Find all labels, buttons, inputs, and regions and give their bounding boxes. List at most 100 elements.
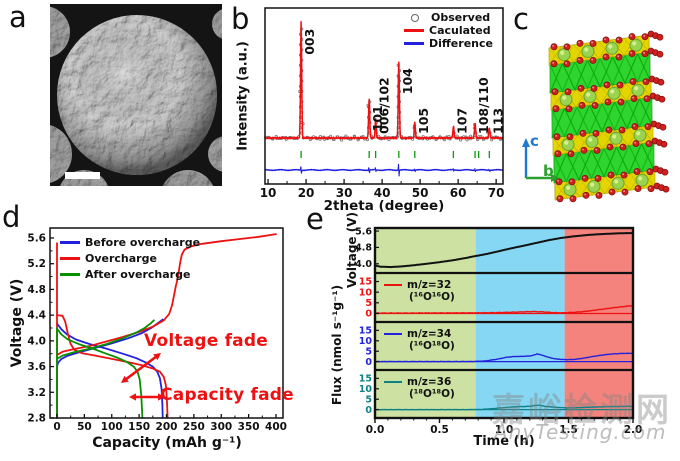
svg-text:0: 0 [365, 309, 372, 320]
mz34-isotope-label: (¹⁶O¹⁸O) [409, 340, 455, 352]
xrd-xlabel: 2theta (degree) [323, 198, 445, 214]
vc-legend-after: After overcharge [60, 268, 200, 281]
mz34-line-marker [384, 332, 402, 336]
sem-main-particle [57, 15, 217, 175]
panel-a-label: a [9, 0, 27, 34]
svg-text:3.2: 3.2 [27, 387, 46, 399]
mz36-legend-label: m/z=36 [407, 376, 452, 388]
svg-text:5: 5 [365, 298, 372, 309]
vc-legend-overcharge: Overcharge [60, 252, 200, 265]
svg-text:50: 50 [412, 186, 429, 200]
svg-text:4.0: 4.0 [355, 259, 372, 270]
xrd-ylabel: Intensity (a.u.) [235, 41, 251, 151]
svg-text:4.8: 4.8 [27, 284, 46, 296]
svg-text:10: 10 [359, 287, 373, 298]
svg-text:150: 150 [128, 421, 150, 433]
dems-flux-ylabel: Flux (nmol s⁻¹g⁻¹) [330, 284, 344, 406]
svg-text:10: 10 [359, 384, 373, 395]
xrd-legend-observed: Observed [404, 11, 493, 24]
svg-text:0.0: 0.0 [366, 424, 385, 436]
svg-text:20: 20 [298, 186, 315, 200]
svg-text:5.6: 5.6 [355, 226, 372, 237]
vc-legend-before-label: Before overcharge [85, 236, 201, 249]
observed-circle-marker [411, 13, 419, 22]
dems-plot: 0.0 0.5 1.0 1.5 2.04.04.85.60510150510150510… [355, 226, 642, 436]
mz36-line-marker [384, 380, 402, 384]
svg-text:113: 113 [490, 108, 505, 134]
dems-voltage-ylabel: Voltage (V) [345, 212, 359, 288]
capacity-fade-annotation: Capacity fade [160, 385, 294, 405]
svg-text:101: 101 [370, 105, 385, 131]
mz36-legend: m/z=36 (¹⁸O¹⁸O) [384, 376, 455, 400]
svg-text:200: 200 [156, 421, 178, 433]
crystal-axes [522, 138, 560, 182]
mz32-legend: m/z=32 (¹⁶O¹⁶O) [384, 279, 455, 303]
overcharge-line-marker [60, 257, 80, 260]
svg-text:30: 30 [336, 186, 353, 200]
svg-text:2.8: 2.8 [27, 413, 46, 425]
mz32-line-marker [384, 283, 402, 287]
mz36-isotope-label: (¹⁸O¹⁸O) [409, 388, 455, 400]
vc-legend-overcharge-label: Overcharge [85, 252, 157, 265]
svg-text:0: 0 [365, 405, 372, 416]
c-axis-label: c [530, 132, 539, 150]
watermark-cjk: 嘉峪检测网 [492, 390, 672, 429]
c-axis-arrowhead [522, 138, 530, 147]
svg-text:4.0: 4.0 [27, 335, 46, 347]
svg-text:350: 350 [238, 421, 260, 433]
vc-xlabel: Capacity (mAh g⁻¹) [92, 435, 242, 451]
svg-text:107: 107 [454, 108, 469, 134]
svg-text:006/102: 006/102 [377, 77, 392, 134]
b-axis-arrowhead [551, 174, 560, 182]
mz34-legend-label: m/z=34 [407, 328, 452, 340]
xrd-legend-difference-label: Difference [429, 37, 493, 50]
svg-text:003: 003 [302, 29, 317, 55]
svg-text:40: 40 [374, 186, 391, 200]
scale-bar [65, 172, 100, 179]
svg-text:0: 0 [53, 421, 60, 433]
panel-e-label: e [306, 202, 324, 236]
vc-plot: 0 50 100 150 200 250 300 350 400 2.8 3.2 3.6 4.0 4.4 4… [27, 227, 287, 433]
svg-text:15: 15 [359, 277, 372, 288]
difference-line-marker [404, 42, 424, 45]
xrd-legend-calculated-label: Caculated [429, 24, 491, 37]
vc-ylabel: Voltage (V) [9, 278, 25, 368]
svg-text:0: 0 [365, 357, 372, 368]
vc-legend: Before overcharge Overcharge After overc… [60, 236, 200, 281]
xrd-legend-observed-label: Observed [431, 11, 491, 24]
svg-text:10: 10 [359, 336, 373, 347]
mz32-legend-label: m/z=32 [407, 279, 452, 291]
svg-text:105: 105 [416, 108, 431, 134]
b-axis-label: b [543, 162, 554, 180]
svg-text:5.2: 5.2 [27, 258, 46, 270]
svg-text:1.0: 1.0 [495, 424, 514, 436]
watermark-url: AnyTesting.com [494, 420, 667, 444]
svg-text:4.8: 4.8 [355, 243, 372, 254]
xrd-legend: Observed Caculated Difference [404, 11, 493, 50]
svg-text:400: 400 [265, 421, 287, 433]
vc-legend-before: Before overcharge [60, 236, 200, 249]
dems-xlabel: Time (h) [473, 434, 535, 449]
voltage-fade-annotation: Voltage fade [144, 331, 268, 351]
svg-text:5: 5 [365, 394, 372, 405]
calculated-line-marker [404, 29, 424, 32]
svg-text:4.4: 4.4 [27, 310, 46, 322]
svg-text:108/110: 108/110 [476, 77, 491, 134]
svg-text:70: 70 [488, 186, 505, 200]
svg-text:60: 60 [450, 186, 467, 200]
vc-legend-after-label: After overcharge [85, 268, 191, 281]
svg-text:1.5: 1.5 [559, 424, 578, 436]
svg-text:0.5: 0.5 [430, 424, 449, 436]
mz34-legend: m/z=34 (¹⁶O¹⁸O) [384, 328, 455, 352]
svg-text:104: 104 [400, 68, 415, 94]
panel-c-label: c [513, 2, 529, 36]
xrd-legend-difference: Difference [404, 37, 493, 50]
svg-text:15: 15 [359, 374, 372, 385]
svg-text:3.6: 3.6 [27, 361, 46, 373]
svg-text:5.6: 5.6 [27, 233, 46, 245]
svg-text:50: 50 [77, 421, 92, 433]
after-overcharge-line-marker [60, 273, 80, 276]
crystal-structure [548, 30, 670, 203]
